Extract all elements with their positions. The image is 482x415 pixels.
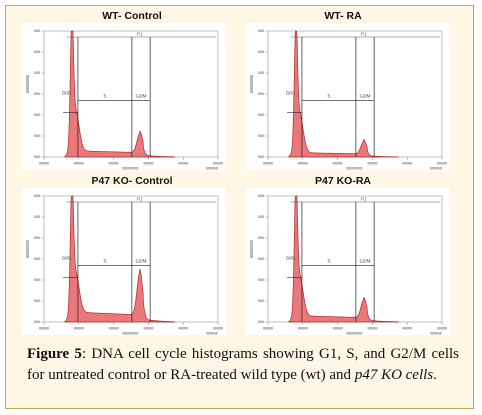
y-tick-label [258, 299, 264, 302]
y-tick-label [34, 113, 40, 116]
panel-title-p47-control: P47 KO- Control [91, 175, 173, 187]
y-tick-label [258, 236, 264, 239]
y-tick-label [34, 194, 40, 197]
x-tick-label [263, 162, 273, 165]
y-tick-label [34, 92, 40, 95]
s-label: S [103, 258, 106, 263]
y-tick-label [258, 92, 264, 95]
histogram-curve [288, 195, 400, 323]
y-tick-label [258, 71, 264, 74]
s-label: S [327, 258, 330, 263]
y-tick-label [34, 50, 40, 53]
g2m-label: G2/M [359, 258, 370, 263]
y-tick-label [34, 320, 40, 323]
x-tick-label [213, 162, 223, 165]
x-tick-label [367, 162, 378, 165]
x-axis-scale [206, 332, 218, 335]
figure-frame: WT- Control WT- RA P47 KO- Control P47 K… [5, 5, 474, 409]
caption-italic-text: p47 KO cells [354, 366, 434, 383]
y-tick-label [34, 134, 40, 137]
y-tick-label [258, 257, 264, 260]
y-axis-label [26, 75, 29, 94]
y-tick-label [34, 257, 40, 260]
s-label: S [327, 93, 330, 98]
figure-caption: Figure 5: DNA cell cycle histograms show… [27, 344, 459, 385]
p1-gate-label: P1 [361, 197, 367, 202]
figure-label: Figure 5 [27, 346, 82, 362]
x-axis-label [122, 332, 139, 335]
y-tick-label [258, 50, 264, 53]
y-axis-label [250, 240, 253, 259]
x-tick-label [332, 327, 343, 330]
histogram-curve [64, 30, 176, 158]
histogram-curve [288, 30, 399, 158]
x-axis-label [122, 167, 139, 170]
x-tick-label [402, 327, 413, 330]
g2m-label: G2/M [135, 93, 146, 98]
x-axis-scale [206, 167, 218, 170]
p1-gate-label: P1 [137, 197, 143, 202]
x-tick-label [332, 162, 343, 165]
x-tick-label [437, 162, 447, 165]
x-tick-label [367, 327, 378, 330]
y-tick-label [258, 29, 264, 32]
x-tick-label [143, 162, 154, 165]
g1-label: G0/1 [62, 255, 72, 260]
y-axis-label [250, 75, 253, 94]
p1-gate-label: P1 [137, 32, 143, 37]
x-axis-scale [430, 167, 442, 170]
y-tick-label [258, 134, 264, 137]
y-tick-label [34, 215, 40, 218]
histogram-p47-control: P1 G0/1 S G2/M [22, 188, 226, 335]
y-tick-label [34, 155, 40, 158]
histogram-wt-ra: P1 G0/1 S G2/M [246, 23, 450, 170]
y-tick-label [34, 236, 40, 239]
panel-title-wt-control: WT- Control [102, 10, 162, 22]
y-tick-label [258, 113, 264, 116]
x-tick-label [178, 162, 189, 165]
g2m-label: G2/M [359, 93, 370, 98]
g2m-label: G2/M [135, 258, 146, 263]
x-tick-label [437, 327, 447, 330]
y-tick-label [258, 320, 264, 323]
caption-text: : DNA cell cycle histograms showing G1, … [27, 346, 459, 383]
panel-title-p47-ra: P47 KO-RA [314, 175, 371, 187]
x-tick-label [213, 327, 223, 330]
caption-end: . [433, 366, 437, 383]
g1-label: G0/1 [62, 90, 72, 95]
y-axis-label [26, 240, 29, 259]
x-tick-label [39, 327, 49, 330]
histogram-p47-ra: P1 G0/1 S G2/M [246, 188, 450, 335]
x-tick-label [297, 162, 308, 165]
x-axis-scale [430, 332, 442, 335]
x-tick-label [73, 162, 84, 165]
panel-title-wt-ra: WT- RA [324, 10, 362, 22]
y-tick-label [258, 194, 264, 197]
y-tick-label [34, 278, 40, 281]
x-tick-label [263, 327, 273, 330]
x-axis-label [346, 167, 363, 170]
x-tick-label [178, 327, 189, 330]
y-tick-label [258, 278, 264, 281]
histogram-wt-control: P1 G0/1 S G2/M [22, 23, 226, 170]
p1-gate-label: P1 [361, 32, 367, 37]
x-tick-label [73, 327, 84, 330]
x-axis-label [346, 332, 363, 335]
y-tick-label [34, 299, 40, 302]
g1-label: G0/1 [286, 90, 296, 95]
x-tick-label [108, 327, 119, 330]
y-tick-label [258, 155, 264, 158]
x-tick-label [402, 162, 413, 165]
x-tick-label [297, 327, 308, 330]
g1-label: G0/1 [286, 255, 296, 260]
x-tick-label [39, 162, 49, 165]
y-tick-label [258, 215, 264, 218]
s-label: S [103, 93, 106, 98]
histogram-curve [64, 195, 176, 323]
y-tick-label [34, 29, 40, 32]
x-tick-label [108, 162, 119, 165]
y-tick-label [34, 71, 40, 74]
x-tick-label [143, 327, 154, 330]
